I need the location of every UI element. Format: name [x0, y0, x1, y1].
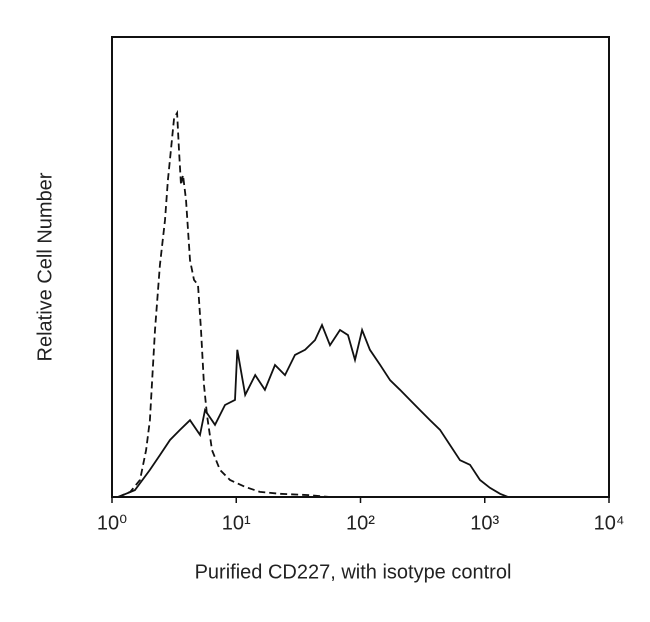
histogram-line: [117, 322, 509, 498]
x-axis-label: Purified CD227, with isotype control: [195, 561, 512, 583]
x-tick-label: 10⁰: [97, 512, 127, 534]
plot-frame: [111, 36, 610, 498]
x-tick-label: 10²: [346, 512, 375, 534]
y-axis-label: Relative Cell Number: [34, 172, 56, 361]
histogram-line: [117, 109, 331, 498]
x-tick-label: 10⁴: [594, 512, 625, 534]
x-tick-label: 10¹: [222, 512, 251, 534]
x-tick-label: 10³: [470, 512, 499, 534]
